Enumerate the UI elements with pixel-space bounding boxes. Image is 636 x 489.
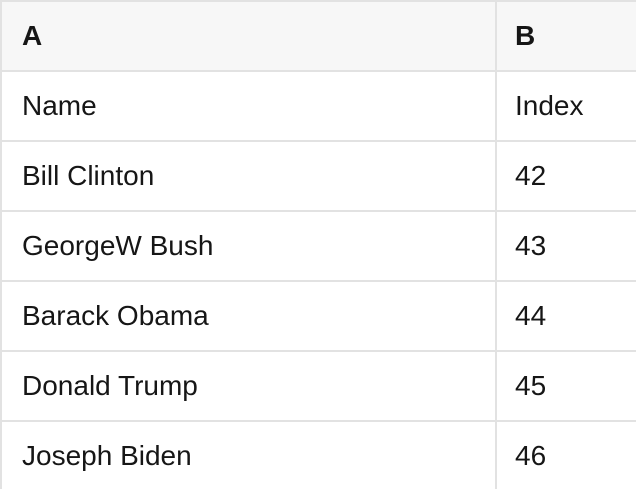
cell-index[interactable]: 44	[515, 300, 547, 331]
column-header-row: A B	[2, 2, 636, 72]
cell-index[interactable]: 46	[515, 440, 547, 471]
cell-index-label[interactable]: Index	[515, 90, 584, 121]
field-label-row: Name Index	[2, 72, 636, 142]
cell-name[interactable]: Joseph Biden	[2, 422, 497, 489]
cell-index[interactable]: 43	[515, 230, 547, 261]
cell-name-label[interactable]: Name	[2, 72, 497, 140]
table-row: Barack Obama 44	[2, 282, 636, 352]
cell-index[interactable]: 45	[515, 370, 547, 401]
cell-name[interactable]: Barack Obama	[2, 282, 497, 350]
table-row: Donald Trump 45	[2, 352, 636, 422]
cell-index[interactable]: 42	[515, 160, 547, 191]
cell-name[interactable]: Donald Trump	[2, 352, 497, 420]
table-row: Bill Clinton 42	[2, 142, 636, 212]
column-header-b[interactable]: B	[515, 20, 536, 51]
cell-name[interactable]: GeorgeW Bush	[2, 212, 497, 280]
cell-name[interactable]: Bill Clinton	[2, 142, 497, 210]
table-row: GeorgeW Bush 43	[2, 212, 636, 282]
column-header-a[interactable]: A	[2, 2, 497, 70]
table-row: Joseph Biden 46	[2, 422, 636, 489]
